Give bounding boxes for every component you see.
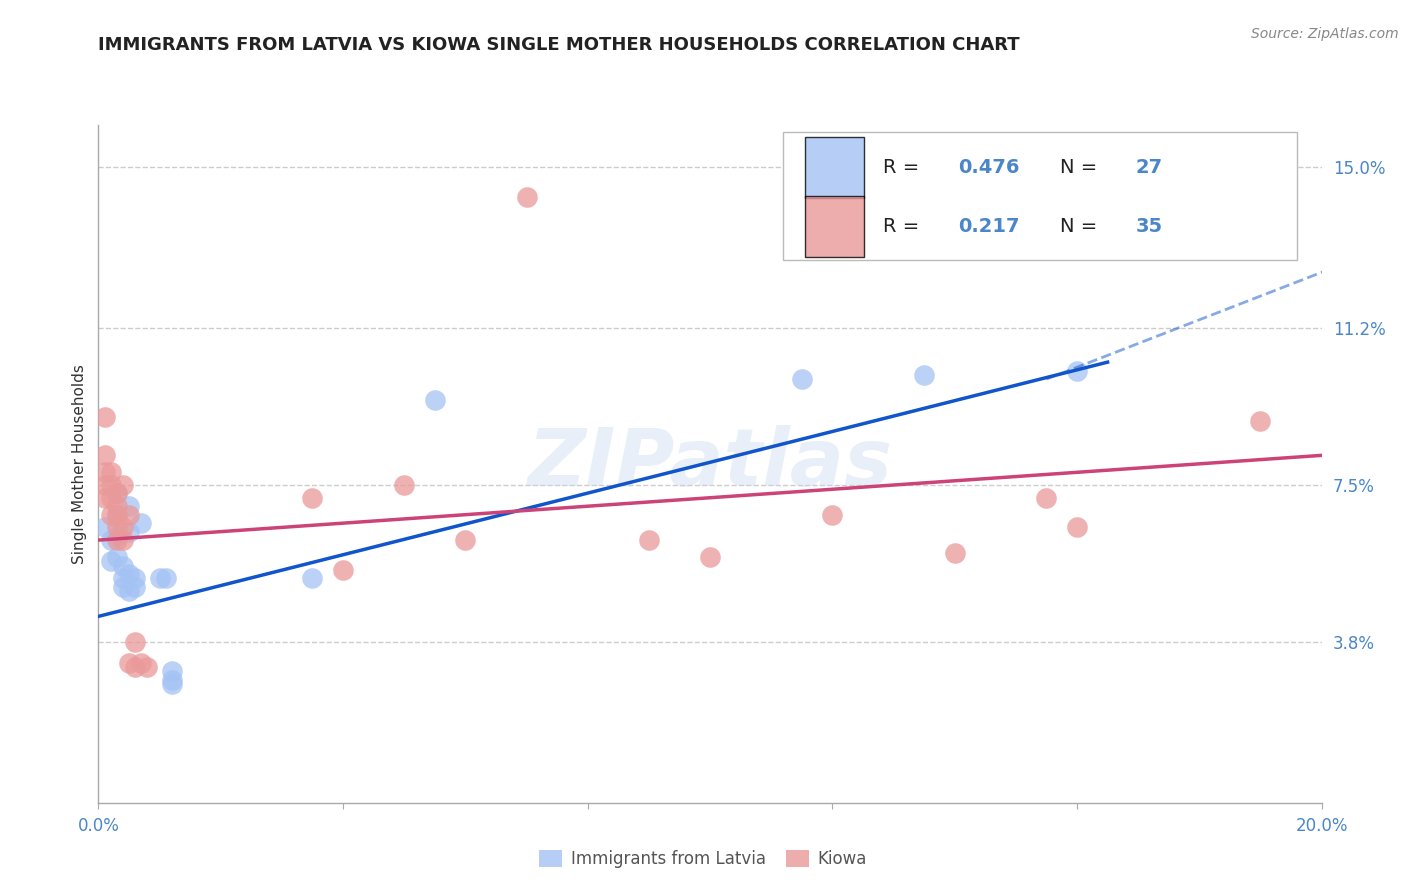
- Point: [105, 533, 128, 548]
- FancyBboxPatch shape: [783, 132, 1298, 260]
- Point: [1066, 364, 1088, 378]
- Point: [136, 660, 159, 674]
- Point: [118, 656, 141, 670]
- Point: [100, 533, 122, 548]
- FancyBboxPatch shape: [806, 137, 865, 198]
- Point: [105, 486, 128, 500]
- Point: [111, 520, 134, 534]
- Text: IMMIGRANTS FROM LATVIA VS KIOWA SINGLE MOTHER HOUSEHOLDS CORRELATION CHART: IMMIGRANTS FROM LATVIA VS KIOWA SINGLE M…: [98, 36, 1019, 54]
- Point: [301, 491, 323, 505]
- Point: [790, 372, 813, 386]
- Point: [105, 500, 128, 514]
- Point: [637, 533, 661, 548]
- Point: [332, 563, 354, 577]
- Point: [129, 516, 152, 530]
- Point: [423, 393, 446, 408]
- Point: [93, 478, 115, 492]
- Text: 0.476: 0.476: [959, 158, 1019, 178]
- Point: [93, 449, 115, 463]
- Point: [100, 491, 122, 505]
- FancyBboxPatch shape: [806, 196, 865, 258]
- Point: [111, 478, 134, 492]
- Point: [301, 571, 323, 585]
- Text: 35: 35: [1136, 218, 1163, 236]
- Point: [118, 500, 141, 514]
- Point: [912, 368, 935, 382]
- Text: 27: 27: [1136, 158, 1163, 178]
- Point: [516, 190, 538, 204]
- Point: [1249, 415, 1271, 429]
- Point: [821, 508, 844, 522]
- Point: [105, 520, 128, 534]
- Point: [100, 466, 122, 480]
- Point: [118, 508, 141, 522]
- Point: [699, 549, 721, 565]
- Point: [105, 486, 128, 500]
- Text: N =: N =: [1060, 158, 1104, 178]
- Point: [1035, 491, 1057, 505]
- Point: [160, 665, 183, 679]
- Point: [100, 508, 122, 522]
- Point: [392, 478, 416, 492]
- Point: [111, 571, 134, 585]
- Point: [111, 533, 134, 548]
- Point: [155, 571, 177, 585]
- Point: [105, 508, 128, 522]
- Point: [100, 554, 122, 568]
- Point: [111, 558, 134, 573]
- Text: ZIPatlas: ZIPatlas: [527, 425, 893, 503]
- Point: [160, 673, 183, 687]
- Text: N =: N =: [1060, 218, 1104, 236]
- Point: [124, 571, 146, 585]
- Point: [93, 466, 115, 480]
- Point: [93, 410, 115, 425]
- Point: [93, 520, 115, 534]
- Point: [124, 660, 146, 674]
- Point: [124, 635, 146, 649]
- Text: R =: R =: [883, 158, 925, 178]
- Point: [105, 529, 128, 543]
- Text: R =: R =: [883, 218, 925, 236]
- Text: Source: ZipAtlas.com: Source: ZipAtlas.com: [1251, 27, 1399, 41]
- Point: [1066, 520, 1088, 534]
- Point: [124, 580, 146, 594]
- Point: [118, 524, 141, 539]
- Point: [111, 580, 134, 594]
- Point: [105, 549, 128, 565]
- Point: [129, 656, 152, 670]
- Legend: Immigrants from Latvia, Kiowa: Immigrants from Latvia, Kiowa: [533, 843, 873, 875]
- Point: [100, 478, 122, 492]
- Point: [160, 677, 183, 691]
- Point: [149, 571, 172, 585]
- Point: [105, 508, 128, 522]
- Point: [118, 567, 141, 582]
- Point: [118, 584, 141, 599]
- Point: [93, 491, 115, 505]
- Y-axis label: Single Mother Households: Single Mother Households: [72, 364, 87, 564]
- Point: [454, 533, 477, 548]
- Point: [943, 546, 966, 560]
- Text: 0.217: 0.217: [959, 218, 1019, 236]
